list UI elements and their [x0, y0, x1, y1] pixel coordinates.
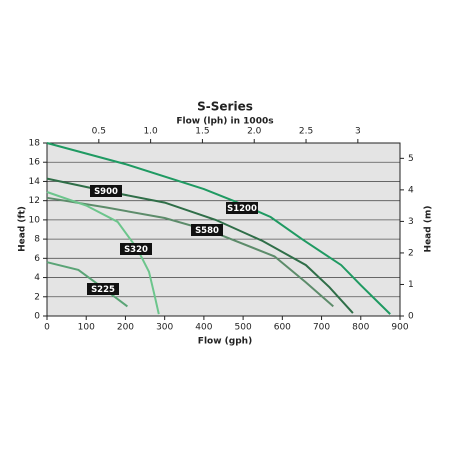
x-axis-title: Flow (gph)	[198, 337, 252, 347]
x-tick-label: 0	[44, 323, 50, 333]
y-axis-title: Head (ft)	[18, 206, 28, 252]
y-tick-label: 10	[29, 215, 41, 225]
y-tick-label: 0	[34, 312, 40, 322]
y2-tick-label: 2	[408, 248, 414, 258]
series-label: S580	[195, 226, 219, 236]
y-tick-label: 6	[34, 254, 40, 264]
y-tick-label: 4	[34, 273, 40, 283]
y2-tick-label: 5	[408, 154, 414, 164]
x-tick-label: 500	[235, 323, 252, 333]
series-label: S225	[91, 285, 115, 295]
chart-title: S-Series	[197, 100, 253, 114]
y-tick-label: 14	[29, 177, 41, 187]
x2-tick-label: 0.5	[92, 127, 106, 137]
x2-axis-title: Flow (lph) in 1000s	[176, 117, 273, 127]
series-line	[46, 142, 391, 315]
y2-axis-title: Head (m)	[424, 206, 434, 253]
y-tick-label: 8	[34, 235, 40, 245]
x-tick-label: 700	[313, 323, 330, 333]
x-tick-label: 200	[117, 323, 134, 333]
x-tick-label: 600	[274, 323, 291, 333]
series-label: S1200	[227, 204, 257, 214]
x-tick-label: 400	[195, 323, 212, 333]
x2-tick-label: 2.0	[247, 127, 262, 137]
plot-frame	[46, 142, 401, 317]
series-line	[46, 261, 129, 308]
series-label: S320	[124, 245, 148, 255]
series-label-box	[120, 243, 152, 255]
x2-tick-label: 1.5	[195, 127, 209, 137]
x2-tick-label: 2.5	[299, 127, 313, 137]
y2-tick-label: 0	[408, 312, 414, 322]
y-tick-label: 12	[29, 196, 40, 206]
series-label: S900	[94, 187, 118, 197]
x-tick-label: 900	[391, 323, 408, 333]
y-tick-label: 16	[29, 158, 41, 168]
series-label-box	[191, 224, 223, 236]
x-tick-label: 300	[156, 323, 173, 333]
x-tick-label: 800	[352, 323, 369, 333]
series-label-box	[87, 283, 119, 295]
y2-tick-label: 4	[408, 185, 414, 195]
y2-tick-label: 1	[408, 280, 414, 290]
x2-tick-label: 1.0	[143, 127, 158, 137]
series-label-box	[226, 202, 258, 214]
y-tick-label: 2	[34, 292, 40, 302]
series-label-box	[90, 185, 122, 197]
x2-tick-label: 3	[355, 127, 361, 137]
y-tick-label: 18	[29, 139, 41, 149]
y2-tick-label: 3	[408, 217, 414, 227]
x-tick-label: 100	[78, 323, 95, 333]
